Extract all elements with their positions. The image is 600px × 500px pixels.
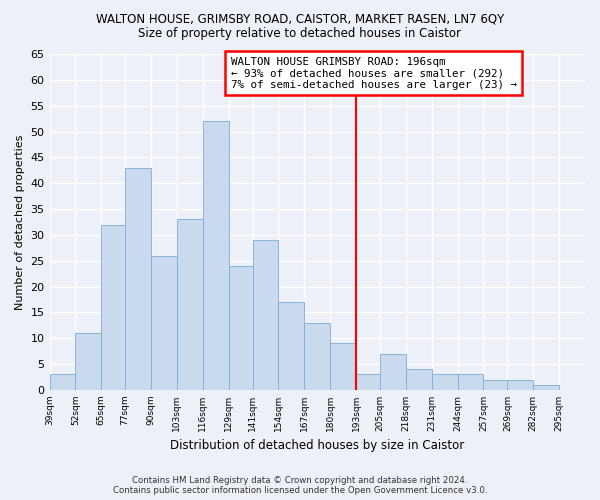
Bar: [330, 344, 356, 390]
Bar: [50, 374, 76, 390]
Bar: [253, 240, 278, 390]
Bar: [406, 370, 432, 390]
Bar: [229, 266, 254, 390]
Bar: [203, 121, 229, 390]
Bar: [151, 256, 177, 390]
Bar: [101, 224, 127, 390]
Bar: [458, 374, 484, 390]
Bar: [508, 380, 533, 390]
Y-axis label: Number of detached properties: Number of detached properties: [15, 134, 25, 310]
Bar: [356, 374, 382, 390]
Bar: [484, 380, 509, 390]
Bar: [533, 385, 559, 390]
X-axis label: Distribution of detached houses by size in Caistor: Distribution of detached houses by size …: [170, 440, 464, 452]
Bar: [76, 333, 101, 390]
Bar: [278, 302, 304, 390]
Bar: [380, 354, 406, 390]
Text: WALTON HOUSE GRIMSBY ROAD: 196sqm
← 93% of detached houses are smaller (292)
7% : WALTON HOUSE GRIMSBY ROAD: 196sqm ← 93% …: [230, 56, 517, 90]
Text: WALTON HOUSE, GRIMSBY ROAD, CAISTOR, MARKET RASEN, LN7 6QY: WALTON HOUSE, GRIMSBY ROAD, CAISTOR, MAR…: [96, 12, 504, 26]
Text: Contains HM Land Registry data © Crown copyright and database right 2024.
Contai: Contains HM Land Registry data © Crown c…: [113, 476, 487, 495]
Bar: [125, 168, 151, 390]
Bar: [304, 322, 330, 390]
Bar: [432, 374, 458, 390]
Text: Size of property relative to detached houses in Caistor: Size of property relative to detached ho…: [139, 28, 461, 40]
Bar: [177, 220, 203, 390]
